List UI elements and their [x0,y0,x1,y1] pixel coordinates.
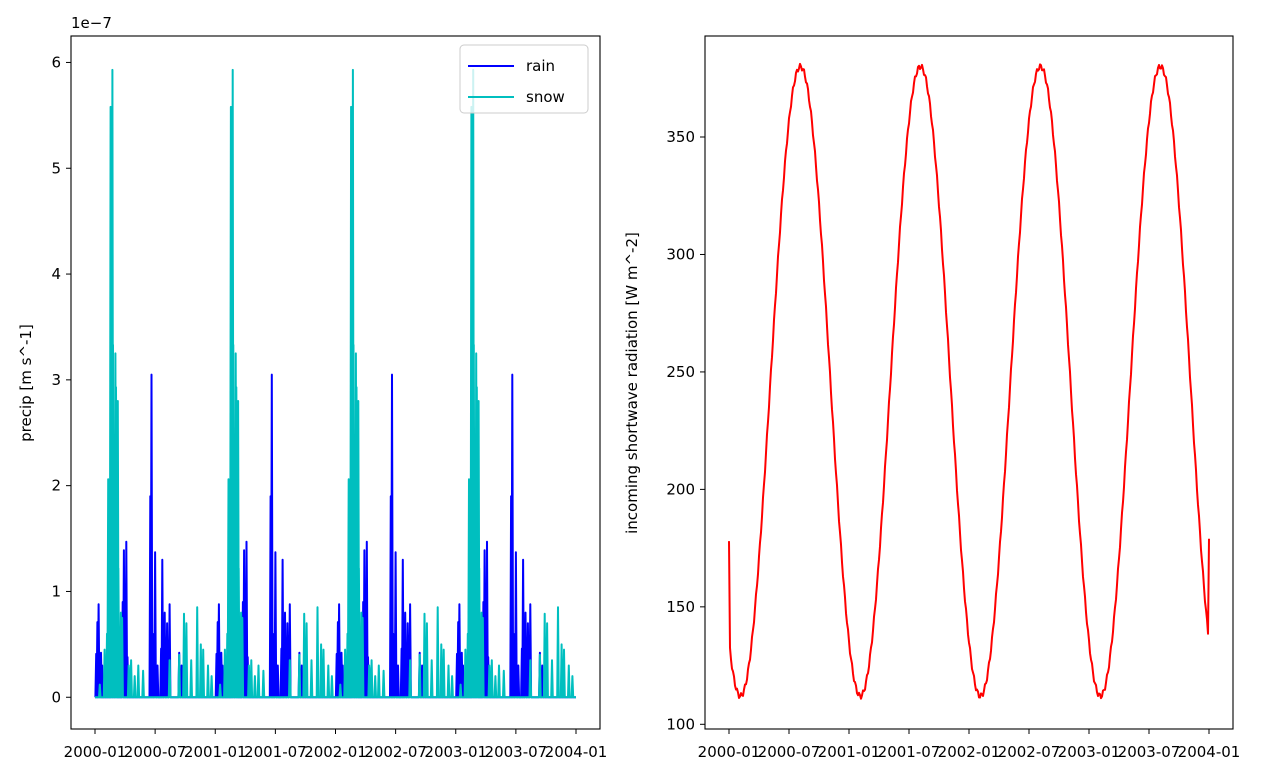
radiation-ytick-label: 350 [666,128,695,146]
legend-box [459,44,589,114]
precip-xtick-label: 2004-01 [545,743,608,761]
radiation-ytick-label: 250 [666,363,695,381]
precip-series-lines [94,68,576,699]
radiation-xtick-label: 2001-07 [878,743,941,761]
precip-ytick-label: 5 [51,159,61,177]
legend-snow-label: snow [526,88,565,106]
radiation-ytick-label: 300 [666,245,695,263]
precip-y-ticks: 0 1 2 3 4 5 6 [51,53,71,706]
radiation-xtick-label: 2003-07 [1118,743,1181,761]
radiation-x-ticks: 2000-012000-072001-012001-072002-012002-… [698,729,1241,761]
radiation-series-lines [728,62,1210,700]
legend-rain-label: rain [526,57,555,75]
precip-legend: rain snow [459,44,589,114]
radiation-ytick-label: 150 [666,598,695,616]
precip-xtick-label: 2001-01 [184,743,247,761]
precip-xtick-label: 2000-07 [124,743,187,761]
radiation-xtick-label: 2000-07 [758,743,821,761]
radiation-xtick-label: 2001-01 [818,743,881,761]
radiation-xtick-label: 2002-07 [998,743,1061,761]
precip-xtick-label: 2003-01 [424,743,487,761]
precip-offset-text: 1e−7 [71,14,112,32]
precip-ytick-label: 6 [51,53,61,71]
precip-xtick-label: 2002-07 [364,743,427,761]
precip-xtick-label: 2000-01 [64,743,127,761]
radiation-xtick-label: 2004-01 [1178,743,1241,761]
precip-ytick-label: 0 [51,688,61,706]
precip-xtick-label: 2002-01 [304,743,367,761]
precip-x-ticks: 2000-012000-072001-012001-072002-012002-… [64,729,608,761]
precip-xtick-label: 2003-07 [485,743,548,761]
precip-y-axis-label: precip [m s^-1] [17,324,35,442]
radiation-panel: 100 150 200 250 300 350 2000-012000-072001-01… [623,35,1241,761]
radiation-xtick-label: 2002-01 [938,743,1001,761]
radiation-y-ticks: 100 150 200 250 300 350 [666,128,705,733]
radiation-y-axis-label: incoming shortwave radiation [W m^-2] [623,232,641,534]
series-line-snow [95,68,576,699]
precip-ytick-label: 1 [51,582,61,600]
radiation-ytick-label: 100 [666,715,695,733]
precip-ytick-label: 2 [51,477,61,495]
precip-ytick-label: 4 [51,265,61,283]
precip-ytick-label: 3 [51,371,61,389]
radiation-plot-area [705,36,1233,729]
radiation-xtick-label: 2000-01 [698,743,761,761]
radiation-xtick-label: 2003-01 [1058,743,1121,761]
radiation-ytick-label: 200 [666,480,695,498]
precip-xtick-label: 2001-07 [244,743,307,761]
series-line-radiation [728,62,1210,700]
